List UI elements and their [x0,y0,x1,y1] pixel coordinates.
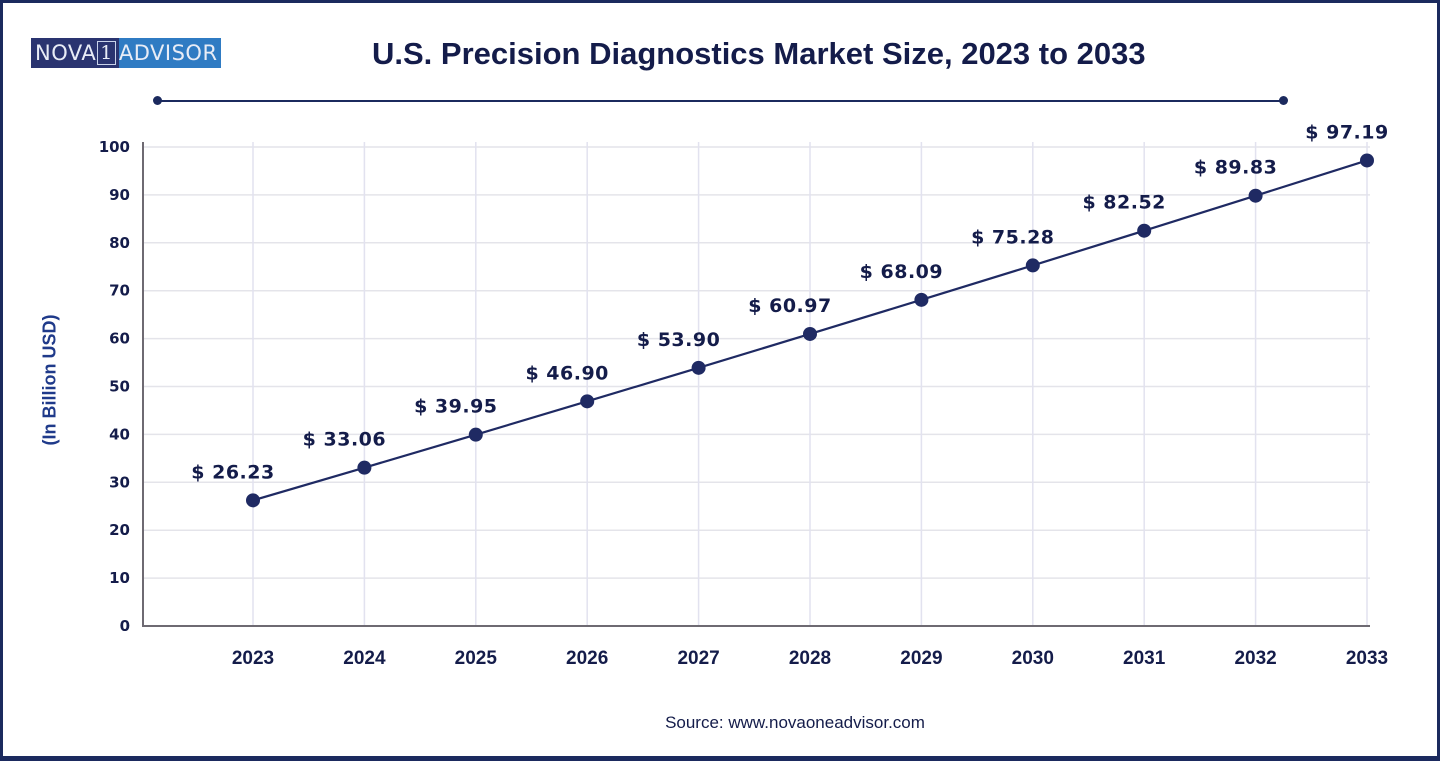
underline-right-dot [1279,96,1288,105]
y-tick-label: 60 [109,330,130,348]
data-label: $ 39.95 [414,396,497,418]
grid-lines [143,142,1370,626]
data-label: $ 26.23 [191,461,274,483]
data-label: $ 60.97 [748,295,831,317]
y-tick-label: 50 [109,378,130,396]
underline-left-dot [153,96,162,105]
x-tick-label: 2025 [455,648,498,669]
x-tick-label: 2032 [1234,648,1276,669]
x-tick-label: 2027 [677,648,719,669]
y-tick-label: 90 [109,186,130,204]
brand-logo: NOVA 1 ADVISOR [31,38,221,68]
x-tick-label: 2024 [343,648,386,669]
y-tick-label: 30 [109,473,130,491]
data-point [1248,188,1263,203]
data-labels: $ 26.23 $ 33.06 $ 39.95 $ 46.90 $ 53.90 $ 60.… [191,121,1388,483]
data-point [803,326,817,341]
data-label: $ 82.52 [1082,192,1165,214]
data-point [580,394,595,409]
data-point [691,360,706,375]
x-tick-label: 2033 [1346,648,1388,669]
y-tick-label: 0 [120,617,130,635]
y-tick-label: 100 [99,138,130,156]
logo-text-advisor: ADVISOR [118,41,218,65]
title-underline [157,100,1283,102]
x-tick-labels: 2023 2024 2025 2026 2027 2028 2029 2030 2031 2032… [232,648,1388,669]
data-label: $ 53.90 [637,329,720,351]
logo-left-part: NOVA 1 [31,38,119,68]
data-label: $ 89.83 [1194,157,1277,179]
x-tick-label: 2029 [900,648,942,669]
x-tick-label: 2028 [789,648,831,669]
logo-box-one: 1 [97,41,116,65]
data-label: $ 68.09 [860,261,943,283]
series-line-group [246,153,1374,508]
y-tick-label: 40 [109,425,130,443]
data-point [1360,153,1374,168]
data-point [1137,223,1152,238]
data-label: $ 33.06 [303,429,386,451]
data-point [246,493,260,508]
y-tick-labels: 0 10 20 30 40 50 60 70 80 90 100 [99,138,130,635]
y-tick-label: 70 [109,282,130,300]
source-note: Source: www.novaoneadvisor.com [665,713,925,732]
axes [142,142,1370,627]
x-tick-label: 2031 [1123,648,1166,669]
chart-title: U.S. Precision Diagnostics Market Size, … [372,36,1146,71]
data-label: $ 46.90 [525,362,608,384]
data-point [914,292,929,307]
y-tick-label: 20 [109,521,130,539]
y-tick-label: 80 [109,234,130,252]
data-label: $ 75.28 [971,226,1054,248]
x-tick-label: 2023 [232,648,274,669]
data-point [468,427,483,442]
data-point [357,460,372,475]
logo-right-part: ADVISOR [118,38,221,68]
x-tick-label: 2030 [1012,648,1054,669]
x-tick-label: 2026 [566,648,608,669]
data-label: $ 97.19 [1305,121,1388,143]
logo-text-nova: NOVA [35,41,97,65]
y-tick-label: 10 [109,569,130,587]
data-point [1025,258,1040,273]
